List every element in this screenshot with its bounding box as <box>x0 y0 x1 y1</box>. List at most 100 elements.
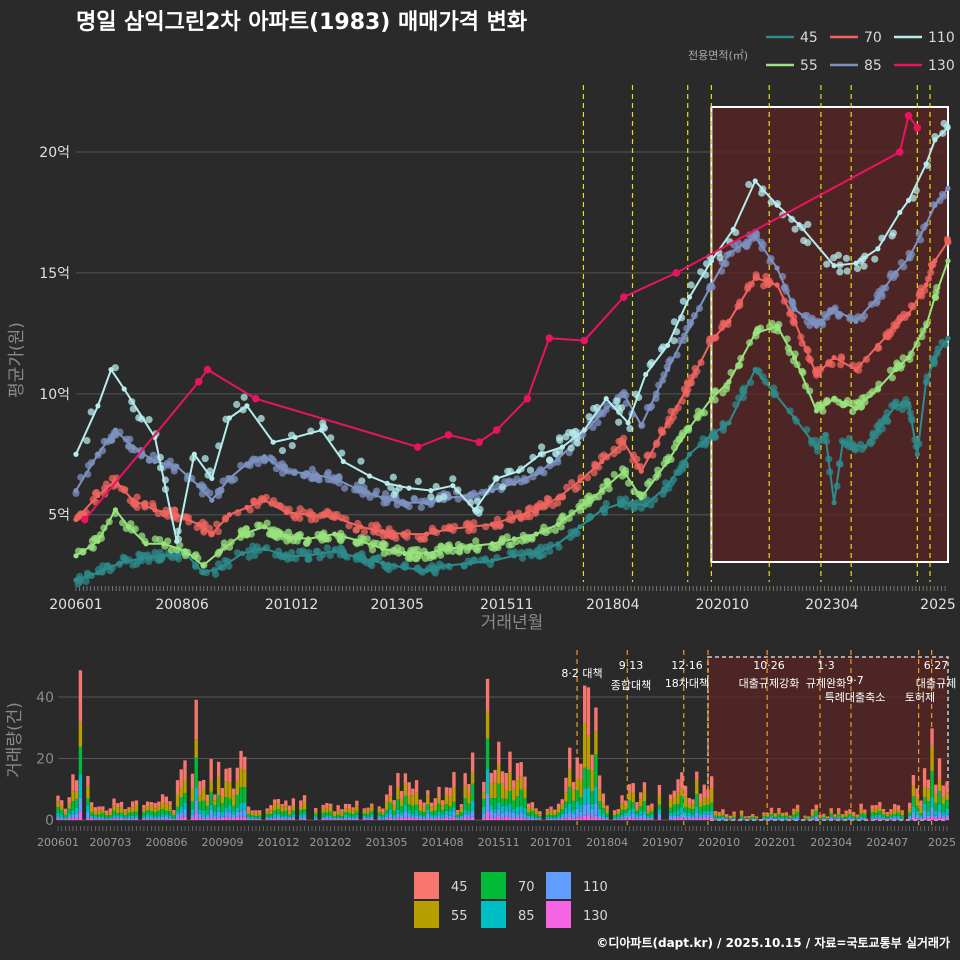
bar-stack <box>721 809 725 820</box>
bar-stack <box>444 787 449 820</box>
vertex-45 <box>239 550 246 557</box>
bar-x-tick-201701: 201701 <box>530 836 572 849</box>
vertex-70 <box>555 495 561 501</box>
point-45 <box>253 543 261 551</box>
bar-55 <box>198 794 202 802</box>
bar-110 <box>941 815 945 818</box>
bar-70 <box>388 802 393 810</box>
bar-85 <box>683 812 688 816</box>
bar-85 <box>680 807 684 815</box>
bar-stack <box>777 808 781 820</box>
bar-stack <box>829 808 833 820</box>
bar-85 <box>463 809 467 814</box>
vertex-130 <box>523 394 532 403</box>
bar-45 <box>209 759 213 782</box>
bar-45 <box>328 803 333 807</box>
bar-110 <box>583 804 587 816</box>
bar-85 <box>287 816 292 818</box>
bar-55 <box>213 800 217 806</box>
bar-130 <box>889 819 893 820</box>
bar-110 <box>265 817 269 820</box>
bar-110 <box>370 816 374 819</box>
vertex-55 <box>143 541 149 547</box>
bar-85 <box>937 804 942 813</box>
bar-45 <box>601 793 606 804</box>
bar-130 <box>332 819 337 820</box>
bar-70 <box>859 813 863 817</box>
bar-110 <box>456 818 460 820</box>
bar-70 <box>926 801 931 812</box>
bar-70 <box>265 813 269 817</box>
bar-stack <box>668 794 673 820</box>
bar-110 <box>945 814 949 818</box>
vertex-110 <box>897 209 903 216</box>
bar-110 <box>60 817 64 820</box>
vertex-45 <box>402 565 408 571</box>
bar-85 <box>276 813 281 817</box>
bar-130 <box>362 819 366 820</box>
vertex-55 <box>331 531 338 537</box>
bar-110 <box>881 818 886 820</box>
vertex-85 <box>686 323 693 329</box>
bar-55 <box>818 816 822 819</box>
bar-70 <box>713 815 718 818</box>
bar-130 <box>571 818 576 820</box>
bar-110 <box>86 812 90 819</box>
bar-85 <box>583 788 587 805</box>
bar-legend-swatch-110 <box>546 872 571 899</box>
bar-85 <box>272 814 277 818</box>
bar-85 <box>788 818 792 820</box>
vertex-110 <box>340 458 346 465</box>
point-55 <box>437 542 445 550</box>
vertex-45 <box>621 500 627 506</box>
bar-70 <box>878 811 882 815</box>
bar-stack <box>840 814 845 820</box>
bar-85 <box>915 811 919 815</box>
bar-85 <box>86 805 90 813</box>
bar-85 <box>332 817 337 819</box>
bar-45 <box>224 768 228 782</box>
vertex-55 <box>577 504 583 511</box>
point-55 <box>559 512 567 520</box>
bar-130 <box>560 818 564 820</box>
vertex-110 <box>174 538 180 544</box>
bar-45 <box>160 794 165 803</box>
bar-70 <box>500 798 505 806</box>
bar-85 <box>650 814 654 818</box>
bar-85 <box>175 811 180 815</box>
vertex-55 <box>161 541 167 547</box>
bar-45 <box>351 807 355 811</box>
bar-45 <box>250 810 254 813</box>
bar-55 <box>291 806 296 811</box>
vertex-110 <box>559 444 565 450</box>
point-45 <box>546 547 554 555</box>
vertex-45 <box>261 545 268 552</box>
bar-110 <box>724 819 729 820</box>
bar-stack <box>620 795 624 820</box>
bar-45 <box>179 769 183 788</box>
vertex-55 <box>467 543 473 549</box>
bar-70 <box>743 818 747 819</box>
bar-legend-label-130: 130 <box>583 909 608 924</box>
bar-55 <box>612 813 617 816</box>
bar-130 <box>698 818 703 820</box>
bar-130 <box>209 817 213 820</box>
bar-110 <box>201 816 206 819</box>
bar-130 <box>276 819 281 820</box>
bar-55 <box>414 792 419 805</box>
bar-stack <box>343 803 348 820</box>
vertex-85 <box>95 451 101 457</box>
bar-85 <box>429 815 434 818</box>
bar-55 <box>672 797 677 805</box>
bar-55 <box>388 796 393 803</box>
bar-x-tick-202010: 202010 <box>698 836 740 849</box>
bar-70 <box>86 798 90 806</box>
vertex-45 <box>305 553 311 559</box>
bar-45 <box>627 784 632 792</box>
bar-45 <box>269 805 273 811</box>
vertex-110 <box>450 483 456 489</box>
bar-stack <box>814 804 818 820</box>
bar-130 <box>198 818 202 820</box>
vertex-70 <box>209 531 215 537</box>
bar-stack <box>235 767 239 820</box>
